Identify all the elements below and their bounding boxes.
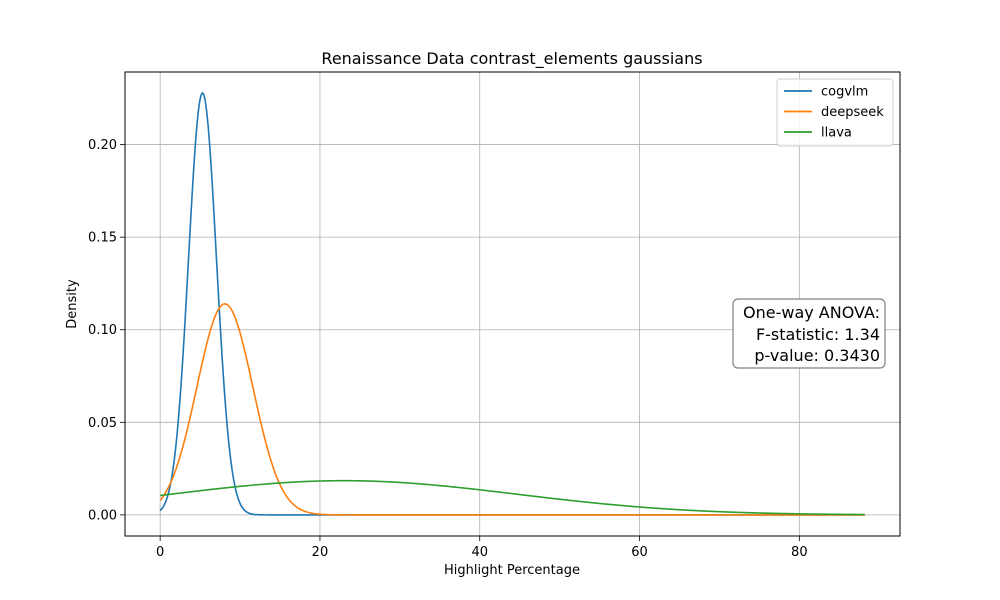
y-axis: 0.00 0.05 0.10 0.15 0.20 (88, 138, 125, 523)
y-axis-label: Density (65, 279, 80, 329)
anova-annotation: One-way ANOVA: F-statistic: 1.34 p-value… (732, 298, 886, 369)
plot-frame (124, 71, 901, 537)
legend-label-deepseek: deepseek (821, 105, 884, 120)
series-layer (159, 91, 865, 516)
anova-box-frame (732, 298, 886, 369)
x-axis: 0 20 40 60 80 (156, 536, 808, 560)
y-tick-label: 0.05 (88, 416, 117, 431)
chart-title: Renaissance Data contrast_elements gauss… (321, 49, 702, 69)
series-line-llava (160, 479, 865, 516)
y-tick-label: 0.00 (88, 508, 117, 523)
x-tick-label: 60 (631, 545, 648, 560)
x-tick-label: 0 (156, 545, 164, 560)
x-tick-label: 40 (471, 545, 488, 560)
y-tick-label: 0.10 (88, 323, 117, 338)
anova-line-fstat: F-statistic: 1.34 (756, 325, 880, 344)
anova-line-pvalue: p-value: 0.3430 (754, 346, 880, 365)
x-tick-label: 80 (791, 545, 808, 560)
legend-label-cogvlm: cogvlm (821, 85, 868, 100)
x-tick-label: 20 (312, 545, 329, 560)
y-tick-label: 0.15 (88, 231, 117, 246)
legend-label-llava: llava (821, 126, 852, 141)
series-line-deepseek (159, 303, 865, 516)
y-tick-label: 0.20 (88, 138, 117, 153)
legend: cogvlm deepseek llava (776, 78, 894, 147)
anova-line-title: One-way ANOVA: (743, 303, 880, 322)
x-axis-label: Highlight Percentage (444, 563, 580, 578)
legend-box (776, 78, 894, 147)
